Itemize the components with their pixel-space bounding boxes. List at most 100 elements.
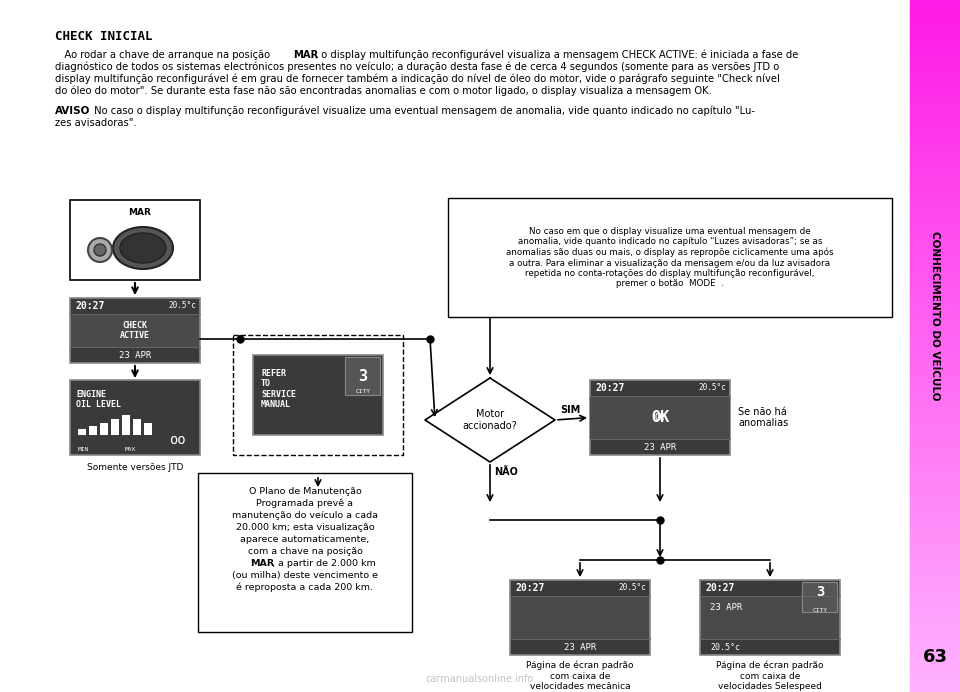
Bar bbox=[910, 533, 960, 537]
Bar bbox=[910, 592, 960, 596]
Bar bbox=[910, 173, 960, 177]
Bar bbox=[70, 298, 200, 314]
Bar bbox=[910, 31, 960, 35]
Bar bbox=[910, 349, 960, 354]
Bar bbox=[910, 145, 960, 149]
Bar bbox=[910, 24, 960, 28]
Bar bbox=[910, 346, 960, 350]
Bar bbox=[910, 163, 960, 167]
Bar bbox=[910, 529, 960, 534]
Bar bbox=[590, 380, 730, 396]
Bar bbox=[910, 308, 960, 312]
Bar bbox=[910, 495, 960, 499]
Bar bbox=[910, 481, 960, 485]
Bar bbox=[910, 432, 960, 437]
Text: 63: 63 bbox=[923, 648, 948, 666]
Bar bbox=[910, 488, 960, 492]
Bar bbox=[910, 661, 960, 665]
Bar bbox=[910, 298, 960, 302]
Bar bbox=[910, 7, 960, 11]
Bar bbox=[910, 304, 960, 309]
Bar bbox=[910, 678, 960, 682]
Bar bbox=[910, 152, 960, 156]
Bar bbox=[910, 471, 960, 475]
Bar bbox=[910, 270, 960, 274]
Bar bbox=[910, 204, 960, 208]
Bar bbox=[910, 564, 960, 568]
Bar bbox=[910, 474, 960, 478]
Bar bbox=[910, 367, 960, 371]
Bar bbox=[910, 426, 960, 430]
Text: (ou milha) deste vencimento e: (ou milha) deste vencimento e bbox=[232, 571, 378, 580]
Bar bbox=[700, 580, 840, 655]
Bar bbox=[910, 291, 960, 295]
Bar bbox=[910, 273, 960, 277]
Bar bbox=[910, 370, 960, 374]
Bar bbox=[910, 374, 960, 378]
Text: é reproposta a cada 200 km.: é reproposta a cada 200 km. bbox=[236, 583, 373, 592]
Text: CHECK
ACTIVE: CHECK ACTIVE bbox=[120, 321, 150, 340]
Bar bbox=[910, 626, 960, 630]
Bar bbox=[910, 86, 960, 91]
Bar bbox=[910, 211, 960, 215]
Bar bbox=[253, 355, 383, 435]
Bar bbox=[89, 426, 97, 435]
Bar bbox=[910, 218, 960, 222]
Bar bbox=[910, 93, 960, 98]
Text: 20.5°c: 20.5°c bbox=[168, 302, 196, 311]
Bar bbox=[910, 97, 960, 101]
Bar bbox=[70, 314, 200, 347]
Bar bbox=[910, 353, 960, 357]
Text: No caso o display multifunção reconfigurável visualize uma eventual mensagem de : No caso o display multifunção reconfigur… bbox=[91, 106, 755, 116]
Bar bbox=[70, 298, 200, 363]
Text: CONHECIMENTO DO VEÍCULO: CONHECIMENTO DO VEÍCULO bbox=[930, 231, 940, 401]
Bar bbox=[910, 80, 960, 84]
Text: Página de écran padrão
com caixa de
velocidades mecânica: Página de écran padrão com caixa de velo… bbox=[526, 661, 634, 691]
Bar bbox=[910, 512, 960, 516]
FancyBboxPatch shape bbox=[198, 473, 412, 632]
Bar bbox=[910, 467, 960, 471]
Bar bbox=[910, 284, 960, 288]
Bar bbox=[910, 561, 960, 565]
Bar bbox=[910, 28, 960, 32]
Bar bbox=[910, 242, 960, 246]
Bar bbox=[910, 412, 960, 416]
Bar bbox=[910, 131, 960, 136]
Text: O Plano de Manutenção: O Plano de Manutenção bbox=[249, 487, 361, 496]
Text: CITY: CITY bbox=[355, 389, 371, 394]
Bar bbox=[910, 287, 960, 291]
Text: display multifunção reconfigurável é em grau de fornecer também a indicação do n: display multifunção reconfigurável é em … bbox=[55, 74, 780, 84]
Text: diagnóstico de todos os sistemas electrónicos presentes no veículo; a duração de: diagnóstico de todos os sistemas electró… bbox=[55, 62, 780, 73]
Bar bbox=[910, 637, 960, 641]
Bar bbox=[910, 10, 960, 15]
Bar bbox=[910, 215, 960, 219]
Bar bbox=[910, 183, 960, 188]
Bar bbox=[910, 256, 960, 260]
Bar bbox=[910, 318, 960, 322]
Text: No caso em que o display visualize uma eventual mensagem de
anomalia, vide quant: No caso em que o display visualize uma e… bbox=[506, 227, 834, 289]
Bar bbox=[910, 640, 960, 644]
Bar bbox=[910, 17, 960, 21]
Bar bbox=[700, 639, 840, 655]
Bar bbox=[910, 73, 960, 77]
Bar bbox=[78, 429, 86, 435]
Bar bbox=[910, 42, 960, 46]
Bar bbox=[910, 149, 960, 153]
Bar bbox=[910, 491, 960, 495]
Text: aparece automaticamente,: aparece automaticamente, bbox=[240, 535, 370, 544]
Bar bbox=[910, 612, 960, 617]
Bar bbox=[910, 197, 960, 201]
Bar bbox=[70, 347, 200, 363]
Bar bbox=[910, 671, 960, 675]
Bar bbox=[910, 571, 960, 575]
Bar bbox=[910, 567, 960, 572]
Bar bbox=[910, 325, 960, 329]
Bar bbox=[910, 14, 960, 18]
Bar bbox=[910, 225, 960, 229]
Bar bbox=[590, 396, 730, 439]
FancyBboxPatch shape bbox=[448, 198, 892, 317]
Bar bbox=[910, 239, 960, 243]
Bar bbox=[910, 453, 960, 457]
Text: OIL LEVEL: OIL LEVEL bbox=[76, 400, 121, 409]
Bar bbox=[910, 249, 960, 253]
